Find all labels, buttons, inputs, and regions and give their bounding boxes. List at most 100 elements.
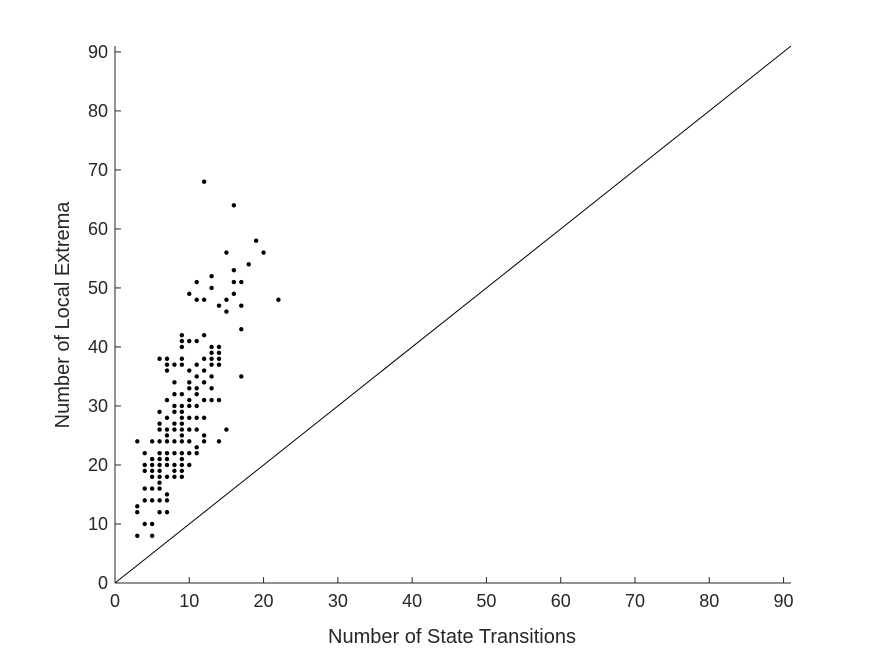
data-point: [172, 462, 177, 468]
data-point: [164, 427, 170, 432]
data-point: [194, 386, 199, 391]
data-point: [201, 332, 207, 338]
data-point: [157, 456, 162, 462]
data-point: [179, 403, 185, 409]
y-tick-label: 80: [88, 101, 108, 121]
data-point: [194, 297, 199, 302]
data-point: [172, 362, 177, 367]
data-point: [179, 456, 185, 462]
data-point: [157, 462, 162, 468]
data-point: [179, 450, 185, 456]
y-tick-label: 0: [98, 573, 108, 593]
data-point: [164, 433, 170, 438]
data-point: [179, 421, 185, 426]
data-point: [187, 462, 192, 468]
data-point: [172, 409, 177, 415]
data-point: [187, 415, 192, 420]
data-point: [187, 427, 192, 432]
data-point: [216, 356, 222, 361]
data-point: [142, 462, 147, 468]
data-point: [187, 439, 192, 444]
data-point: [179, 332, 185, 338]
data-point: [164, 462, 170, 468]
x-tick-label: 80: [699, 591, 719, 611]
data-point: [179, 356, 185, 361]
data-point: [149, 456, 155, 462]
y-tick-label: 40: [88, 337, 108, 357]
x-tick-label: 30: [328, 591, 348, 611]
data-point: [194, 362, 199, 367]
data-point: [164, 492, 170, 497]
data-point: [201, 297, 207, 302]
data-point: [157, 468, 162, 474]
data-point: [194, 445, 199, 450]
data-point: [172, 450, 177, 456]
data-point: [194, 391, 199, 397]
data-point: [179, 415, 185, 420]
data-point: [179, 427, 185, 432]
x-tick-label: 40: [402, 591, 422, 611]
data-point: [164, 498, 170, 503]
y-tick-label: 20: [88, 455, 108, 475]
data-point: [172, 468, 177, 474]
y-tick-label: 90: [88, 42, 108, 62]
data-point: [187, 397, 192, 403]
data-point: [164, 368, 170, 373]
data-point: [194, 338, 199, 344]
data-point: [201, 433, 207, 438]
data-point: [179, 474, 185, 479]
data-point: [194, 415, 199, 420]
data-point: [135, 504, 140, 509]
data-point: [142, 450, 147, 456]
x-axis-label: Number of State Transitions: [328, 626, 576, 648]
data-point: [179, 344, 185, 350]
data-point: [239, 374, 244, 379]
data-point: [172, 427, 177, 432]
data-point: [142, 486, 147, 491]
data-point: [157, 356, 162, 361]
x-tick-label: 60: [551, 591, 571, 611]
data-point: [164, 397, 170, 403]
data-point: [179, 433, 185, 438]
data-point: [246, 262, 251, 267]
data-point: [216, 350, 222, 356]
data-point: [187, 386, 192, 391]
data-point: [201, 415, 207, 420]
data-point: [216, 303, 222, 308]
data-point: [142, 521, 147, 527]
data-point: [157, 474, 162, 479]
data-point: [209, 356, 214, 361]
reference-line-group: [114, 45, 792, 584]
data-point: [231, 203, 237, 208]
data-point: [172, 474, 177, 479]
data-point: [179, 462, 185, 468]
data-point: [157, 421, 162, 426]
data-point: [179, 391, 185, 397]
data-point: [164, 474, 170, 479]
reference-line: [114, 45, 792, 584]
data-point: [149, 533, 155, 538]
x-tick-label: 90: [774, 591, 794, 611]
data-point: [157, 439, 162, 444]
data-point: [224, 427, 229, 432]
data-point: [239, 279, 244, 285]
scatter-points: [135, 179, 281, 538]
y-tick-label: 50: [88, 278, 108, 298]
data-point: [224, 297, 229, 302]
data-point: [209, 350, 214, 356]
data-point: [209, 386, 214, 391]
data-point: [194, 279, 199, 285]
data-point: [261, 250, 266, 255]
data-point: [231, 279, 237, 285]
data-point: [194, 450, 199, 456]
data-point: [209, 273, 214, 279]
data-point: [209, 285, 214, 291]
data-point: [157, 498, 162, 503]
data-point: [201, 368, 207, 373]
data-point: [157, 509, 162, 515]
data-point: [149, 439, 155, 444]
data-point: [187, 450, 192, 456]
data-point: [179, 338, 185, 344]
data-point: [142, 498, 147, 503]
data-point: [201, 397, 207, 403]
